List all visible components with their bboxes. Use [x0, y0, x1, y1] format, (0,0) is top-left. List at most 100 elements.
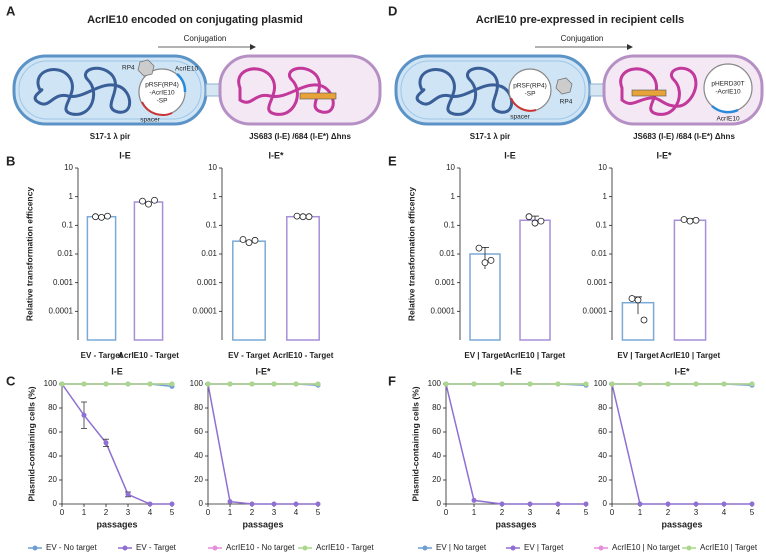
data-point [499, 381, 505, 387]
legend-marker [302, 545, 308, 551]
data-point [583, 381, 589, 387]
x-tick-label: 2 [666, 508, 671, 517]
data-point [475, 244, 483, 252]
gene-label: AcrIE10 [175, 66, 199, 73]
x-tick-label: EV | Target [464, 351, 506, 360]
y-tick-label: 0.0001 [193, 306, 218, 315]
data-point [443, 381, 449, 387]
data-point [251, 236, 259, 244]
y-tick-label: 20 [194, 475, 203, 484]
y-tick-label: 10 [64, 163, 73, 172]
legend-marker [32, 545, 38, 551]
arrow-head [627, 44, 633, 50]
data-point [481, 259, 489, 267]
legend-label: AcrIE10 - Target [316, 543, 374, 552]
data-point [525, 213, 533, 221]
x-tick-label: AcrIE10 - Target [118, 351, 179, 360]
x-tick-label: 1 [82, 508, 87, 517]
donor-label: S17-1 λ pir [90, 132, 130, 141]
legend-marker [212, 545, 218, 551]
data-point [293, 381, 299, 387]
y-tick-label: 100 [190, 379, 204, 388]
x-tick-label: 3 [272, 508, 277, 517]
x-tick-label: 3 [126, 508, 131, 517]
data-point [271, 381, 277, 387]
data-point [640, 316, 648, 324]
x-axis-label: passages [242, 519, 283, 529]
data-point [104, 212, 111, 220]
y-tick-label: 0.1 [596, 220, 608, 229]
y-tick-label: 1 [213, 192, 218, 201]
data-point [147, 381, 153, 387]
y-tick-label: 0.1 [206, 220, 218, 229]
chart-title: I-E [510, 366, 522, 376]
legend-label: AcrIE10 | No target [612, 543, 681, 552]
data-point [139, 197, 146, 205]
y-tick-label: 0 [199, 499, 204, 508]
data-point [81, 381, 87, 387]
panel-letter: B [6, 153, 15, 168]
diagram-d: AcrIE10 pre-expressed in recipient cells… [394, 14, 764, 141]
legend-marker [598, 545, 604, 551]
data-point [527, 381, 533, 387]
y-tick-label: 0.0001 [583, 306, 608, 315]
chart-title: I-E* [268, 150, 284, 160]
data-point [147, 501, 153, 507]
x-tick-label: 1 [228, 508, 233, 517]
chart-title: I-E [504, 150, 516, 160]
data-point [637, 381, 643, 387]
panel-letter: E [388, 153, 397, 168]
x-tick-label: EV | Target [617, 351, 659, 360]
y-tick-label: 80 [194, 403, 203, 412]
legend-label: EV - Target [136, 543, 177, 552]
data-point [628, 295, 636, 302]
data-point [665, 501, 671, 507]
x-tick-label: 0 [444, 508, 449, 517]
series-line [445, 383, 586, 505]
x-tick-label: 4 [722, 508, 727, 517]
legend-label: AcrIE10 - No target [226, 543, 295, 552]
donor-cell-inner [400, 60, 586, 120]
chart-title: I-E* [656, 150, 672, 160]
legend-label: EV | Target [524, 543, 564, 552]
x-axis-label: passages [661, 519, 702, 529]
x-tick-label: 1 [472, 508, 477, 517]
y-tick-label: 0.001 [435, 278, 456, 287]
data-point [555, 501, 561, 507]
plasmid-label: -AcrIE10 [715, 89, 741, 96]
chromosome [415, 66, 514, 116]
plasmid-label: -AcrIE10 [149, 90, 175, 97]
x-tick-label: AcrIE10 - Target [273, 351, 334, 360]
data-point [686, 217, 694, 225]
plasmid-label: pRSF(RP4) [145, 82, 179, 89]
data-point [749, 501, 755, 507]
y-tick-label: 0.001 [587, 278, 608, 287]
data-point [81, 412, 87, 418]
y-axis-label: Plasmid-containing cells (%) [410, 386, 420, 501]
recipient-label: JS683 (I-E) /684 (I-E*) Δhns [633, 132, 735, 141]
y-tick-label: 0.01 [57, 249, 73, 258]
y-tick-label: 100 [428, 379, 442, 388]
y-tick-label: 80 [48, 403, 57, 412]
data-point [634, 296, 642, 304]
data-point [692, 216, 700, 224]
y-axis-label: Relative transformation efficency [406, 187, 416, 321]
x-tick-label: 2 [500, 508, 505, 517]
data-point [59, 381, 65, 387]
chromosome [33, 66, 132, 116]
panel-letter: F [388, 373, 396, 388]
data-point [471, 381, 477, 387]
data-point [637, 501, 643, 507]
x-tick-label: EV - Target [81, 351, 123, 360]
y-tick-label: 20 [48, 475, 57, 484]
y-tick-label: 0 [603, 499, 608, 508]
pilus [205, 83, 221, 97]
data-point [527, 501, 533, 507]
y-tick-label: 40 [48, 451, 57, 460]
data-point [471, 497, 477, 503]
legend-marker [686, 545, 692, 551]
data-point [293, 212, 301, 220]
data-point [103, 381, 109, 387]
data-point [537, 217, 545, 225]
spacer-arc [510, 97, 537, 112]
